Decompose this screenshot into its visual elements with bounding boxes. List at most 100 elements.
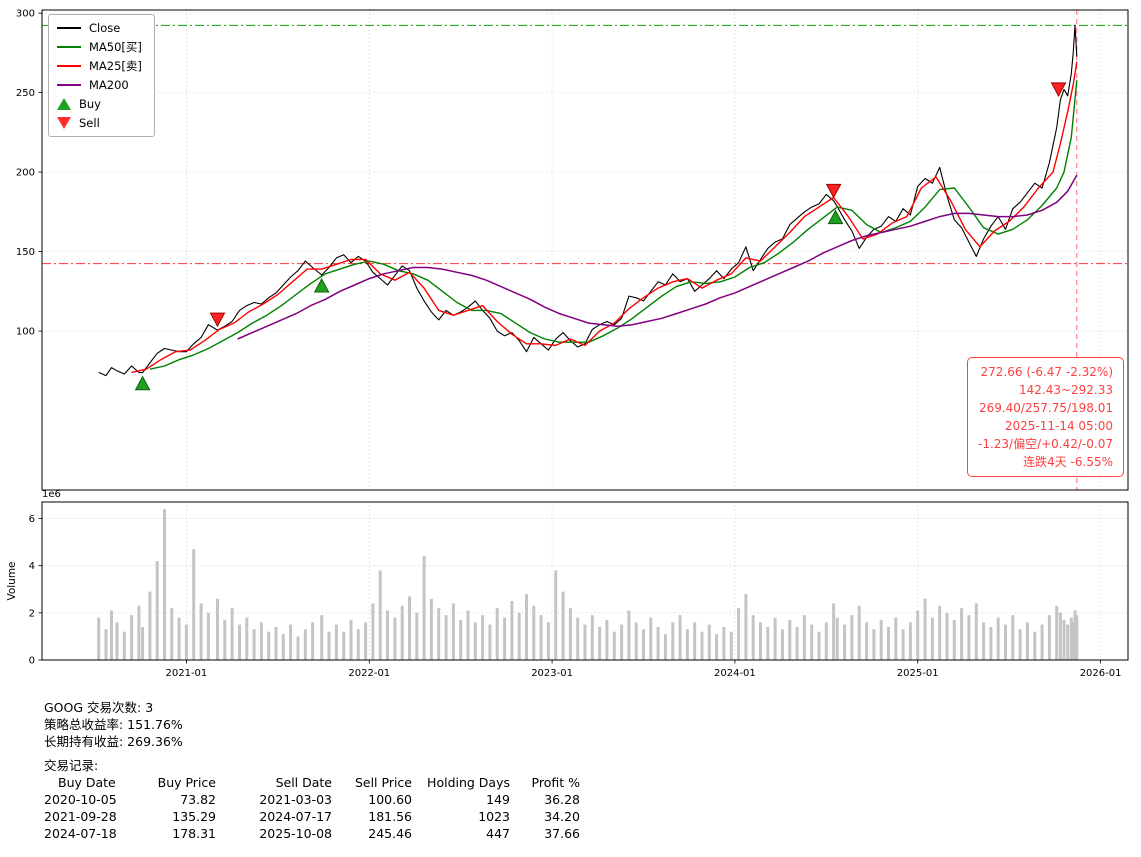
volume-bar — [296, 636, 300, 660]
volume-bar — [788, 619, 792, 660]
volume-bar — [773, 617, 777, 660]
hold-return-line: 长期持有收益: 269.36% — [44, 734, 183, 749]
volume-bar — [1025, 622, 1029, 660]
cell-profit: 36.28 — [544, 792, 580, 807]
volume-bar — [894, 617, 898, 660]
volume-bar — [517, 612, 521, 660]
volume-bar — [781, 629, 784, 660]
volume-bar — [751, 615, 755, 660]
volume-bar — [216, 598, 219, 660]
y-tick-label: 250 — [16, 88, 35, 99]
legend-label-ma200: MA200 — [89, 78, 129, 92]
volume-bar — [561, 591, 565, 660]
volume-bar — [289, 624, 293, 660]
trade-count-line: GOOG 交易次数: 3 — [44, 700, 154, 715]
annotation-range: 142.43~292.33 — [1018, 383, 1113, 397]
annotation-signal: -1.23/偏空/+0.42/-0.07 — [977, 437, 1113, 451]
volume-bar — [857, 605, 861, 660]
y-tick-label: 300 — [16, 9, 35, 20]
volume-bar — [810, 624, 814, 660]
volume-bar — [223, 619, 227, 660]
volume-bar — [386, 610, 389, 660]
volume-bar — [879, 619, 883, 660]
volume-bar — [802, 615, 806, 660]
volume-bar — [1062, 619, 1066, 660]
volume-bar — [996, 617, 1000, 660]
y-tick-label: 2 — [29, 608, 35, 619]
legend: Close MA50[买] MA25[卖] MA200 Buy Sell — [48, 14, 155, 137]
volume-bar — [252, 629, 256, 660]
volume-bar — [795, 627, 799, 660]
volume-bar — [451, 603, 455, 660]
volume-bar — [130, 615, 134, 660]
volume-bar — [320, 615, 324, 660]
volume-bar — [729, 631, 733, 660]
volume-bar — [901, 629, 905, 660]
cell-holding-days: 1023 — [478, 809, 510, 824]
volume-bar — [170, 608, 174, 660]
volume-bar — [1075, 615, 1079, 660]
volume-bar — [184, 624, 188, 660]
legend-label-ma25: MA25[卖] — [89, 59, 142, 73]
volume-bar — [238, 624, 241, 660]
volume-bar — [642, 629, 645, 660]
volume-bar — [974, 603, 978, 660]
volume-bar — [378, 570, 382, 660]
volume-bar — [759, 622, 762, 660]
buy-triangle-icon — [57, 98, 71, 110]
annotation-ma-values: 269.40/257.75/198.01 — [978, 401, 1113, 415]
volume-bar — [693, 622, 697, 660]
cell-sell-date: 2021-03-03 — [259, 792, 332, 807]
y-tick-label: 0 — [29, 656, 35, 667]
cell-holding-days: 447 — [486, 826, 510, 841]
cell-buy-date: 2021-09-28 — [44, 809, 117, 824]
axes-spine — [41, 501, 1129, 661]
buy-marker — [313, 277, 330, 293]
volume-bar — [97, 617, 101, 660]
volume-bar — [835, 617, 839, 660]
volume-bar — [554, 570, 558, 660]
volume-bar — [923, 598, 927, 660]
annotation-streak: 连跌4天 -6.55% — [1023, 455, 1113, 469]
volume-bar — [568, 608, 572, 660]
volume-bar — [267, 631, 271, 660]
annotation-timestamp: 2025-11-14 05:00 — [1004, 419, 1113, 433]
volume-bar — [473, 622, 477, 660]
volume-bar — [177, 617, 181, 660]
volume-bar — [495, 608, 499, 660]
volume-bar — [1055, 605, 1059, 660]
sell-marker — [825, 183, 842, 199]
volume-bar — [110, 610, 113, 660]
volume-bar — [1040, 624, 1044, 660]
col-profit: Profit % — [531, 775, 580, 790]
volume-bar — [466, 610, 470, 660]
y-tick-label: 150 — [16, 247, 35, 258]
volume-bar — [429, 598, 433, 660]
cell-sell-date: 2025-10-08 — [259, 826, 332, 841]
volume-bar — [459, 619, 463, 660]
cell-sell-price: 245.46 — [368, 826, 412, 841]
volume-bar — [334, 624, 338, 660]
legend-item-sell: Sell — [57, 116, 142, 130]
volume-bar — [546, 622, 550, 660]
volume-bar — [612, 631, 616, 660]
trade-records-title: 交易记录: — [44, 758, 99, 773]
ma25-line — [131, 61, 1078, 374]
volume-bar — [952, 619, 956, 660]
price-annotation-box: 272.66 (-6.47 -2.32%) 142.43~292.33 269.… — [966, 357, 1124, 477]
volume-bar — [982, 622, 986, 660]
trade-table-header: Buy Date Buy Price Sell Date Sell Price … — [44, 774, 580, 791]
volume-bar — [274, 627, 278, 660]
volume-bar — [342, 631, 346, 660]
volume-bar — [400, 605, 404, 660]
volume-bar — [1033, 631, 1037, 660]
volume-bar — [865, 622, 869, 660]
volume-bar — [1047, 615, 1051, 660]
volume-bar — [930, 617, 934, 660]
y-tick-label: 6 — [29, 514, 35, 525]
legend-item-ma25: MA25[卖] — [57, 59, 142, 73]
x-tick-label: 2023-01 — [531, 668, 573, 679]
sell-marker — [1050, 82, 1067, 97]
close-line-swatch — [57, 27, 81, 29]
volume-bar — [832, 603, 836, 660]
